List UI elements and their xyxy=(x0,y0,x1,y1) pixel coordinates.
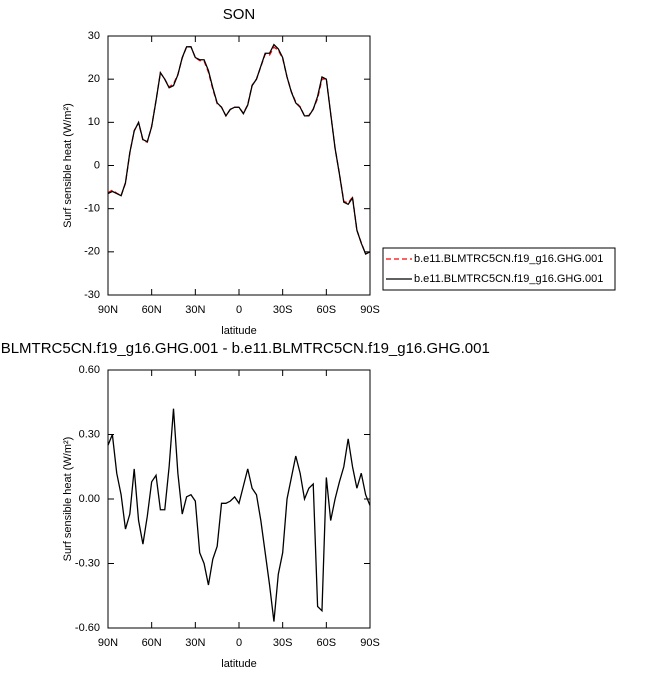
y-tick-label: -0.60 xyxy=(75,622,100,634)
y-tick-label: 10 xyxy=(88,116,100,128)
x-axis-label: latitude xyxy=(221,325,256,337)
data-line xyxy=(107,408,371,622)
x-tick-label: 60N xyxy=(142,637,162,649)
x-tick-label: 0 xyxy=(236,637,242,649)
x-tick-label: 30N xyxy=(185,304,205,316)
x-tick-label: 60S xyxy=(317,304,337,316)
y-tick-label: 0 xyxy=(94,159,100,171)
data-line xyxy=(107,43,371,255)
legend-box xyxy=(382,247,616,291)
plot-frame xyxy=(107,35,371,296)
x-tick-label: 60S xyxy=(317,637,337,649)
y-axis-label: Surf sensible heat (W/m²) xyxy=(62,103,74,228)
plot-frame xyxy=(107,369,371,629)
x-tick-label: 90N xyxy=(98,637,118,649)
x-tick-label: 90N xyxy=(98,304,118,316)
y-tick-label: 0.60 xyxy=(79,364,100,376)
y-tick-label: -30 xyxy=(84,289,100,301)
legend-label: b.e11.BLMTRC5CN.f19_g16.GHG.001 xyxy=(414,273,603,285)
chart-title: 1.BLMTRC5CN.f19_g16.GHG.001 - b.e11.BLMT… xyxy=(0,340,490,357)
x-tick-label: 90S xyxy=(360,637,380,649)
y-tick-label: 20 xyxy=(88,73,100,85)
x-tick-label: 0 xyxy=(236,304,242,316)
x-tick-label: 60N xyxy=(142,304,162,316)
legend-label: b.e11.BLMTRC5CN.f19_g16.GHG.001 xyxy=(414,253,603,265)
data-line xyxy=(107,46,371,255)
x-tick-label: 90S xyxy=(360,304,380,316)
legend: b.e11.BLMTRC5CN.f19_g16.GHG.001 b.e11.BLM… xyxy=(382,247,616,291)
x-tick-label: 30S xyxy=(273,304,293,316)
y-axis-label: Surf sensible heat (W/m²) xyxy=(62,437,74,562)
x-tick-label: 30S xyxy=(273,637,293,649)
y-tick-label: 30 xyxy=(88,30,100,42)
y-tick-label: -20 xyxy=(84,246,100,258)
y-tick-label: 0.00 xyxy=(79,493,100,505)
y-tick-label: -10 xyxy=(84,203,100,215)
y-tick-label: -0.30 xyxy=(75,557,100,569)
chart-title: SON xyxy=(223,6,256,23)
y-tick-label: 0.30 xyxy=(79,428,100,440)
x-tick-label: 30N xyxy=(185,637,205,649)
x-axis-label: latitude xyxy=(221,658,256,670)
